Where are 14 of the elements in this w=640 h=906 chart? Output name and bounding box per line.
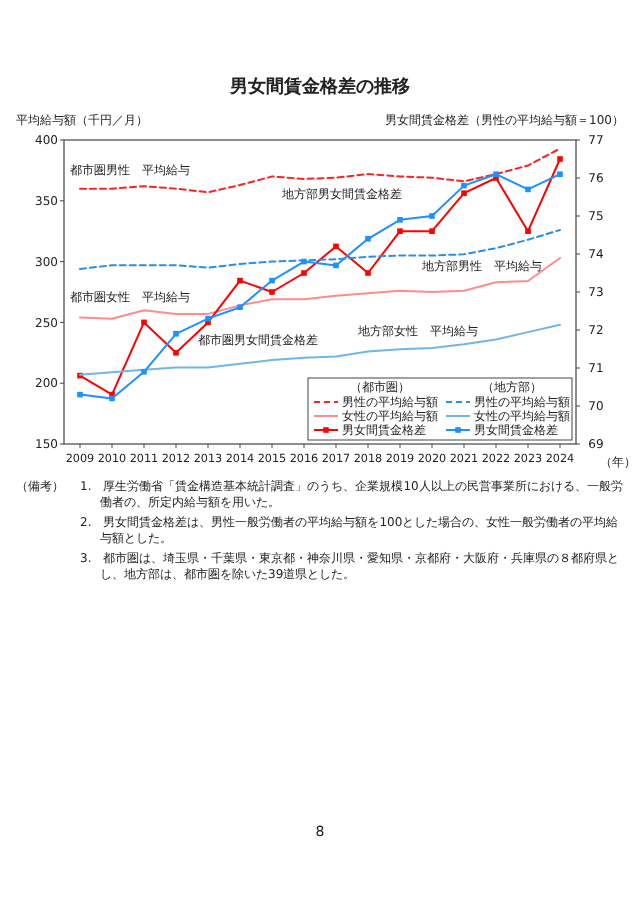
point (333, 262, 339, 269)
point (461, 182, 467, 189)
chart-title: 男女間賃金格差の推移 (228, 76, 410, 98)
point (141, 319, 147, 326)
point (237, 277, 243, 284)
line-series (79, 323, 561, 376)
point (557, 171, 563, 177)
point (525, 186, 531, 193)
point (557, 156, 563, 162)
point (269, 277, 275, 284)
point (333, 243, 339, 250)
line-series (79, 228, 561, 270)
point (301, 258, 307, 265)
point (77, 391, 83, 398)
